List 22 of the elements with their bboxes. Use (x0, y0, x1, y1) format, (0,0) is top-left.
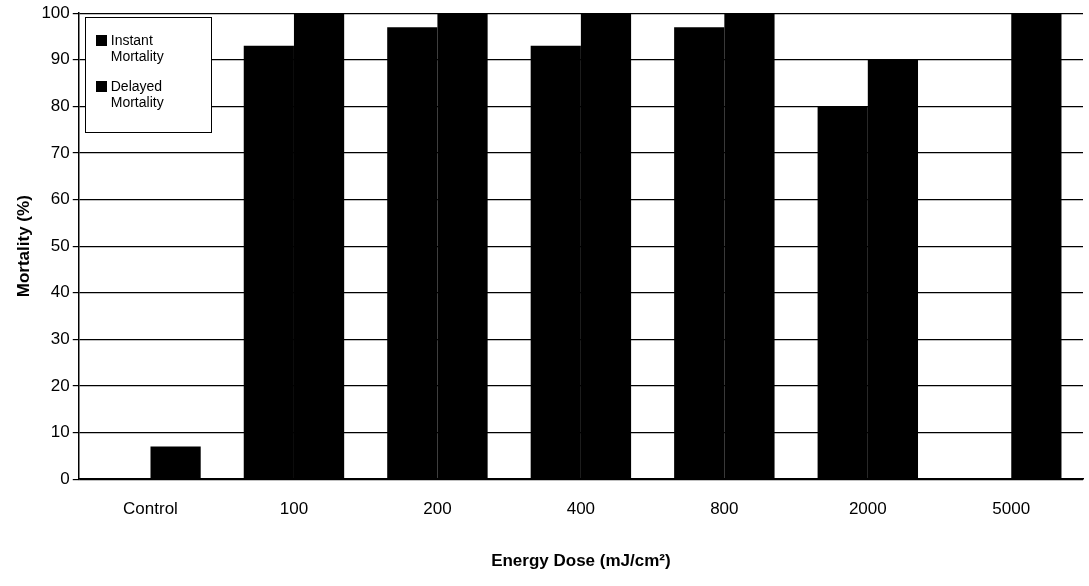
legend-label: Delayed Mortality (110, 78, 165, 111)
y-tick-label: 50 (50, 235, 70, 255)
y-tick-label: 90 (50, 49, 70, 69)
x-tick-label: 400 (566, 499, 596, 519)
y-tick-label: 80 (50, 96, 70, 116)
x-tick-label: 5000 (992, 499, 1031, 519)
y-tick-label: 40 (50, 282, 70, 302)
x-tick-label: 100 (279, 499, 309, 519)
y-axis-title: Mortality (%) (13, 195, 33, 298)
x-axis-title: Energy Dose (mJ/cm²) (491, 551, 671, 571)
y-tick-label: 0 (60, 468, 70, 488)
x-tick-label: Control (123, 499, 178, 519)
y-tick-label: 10 (50, 422, 70, 442)
y-tick-label: 30 (50, 329, 70, 349)
legend-label: Instant Mortality (110, 32, 165, 65)
x-tick-label: 2000 (848, 499, 887, 519)
x-tick-label: 800 (710, 499, 739, 519)
x-tick-label: 200 (423, 499, 452, 519)
y-tick-label: 100 (41, 2, 70, 22)
y-tick-label: 70 (50, 142, 70, 162)
y-tick-label: 20 (50, 375, 70, 395)
y-tick-label: 60 (50, 189, 70, 209)
